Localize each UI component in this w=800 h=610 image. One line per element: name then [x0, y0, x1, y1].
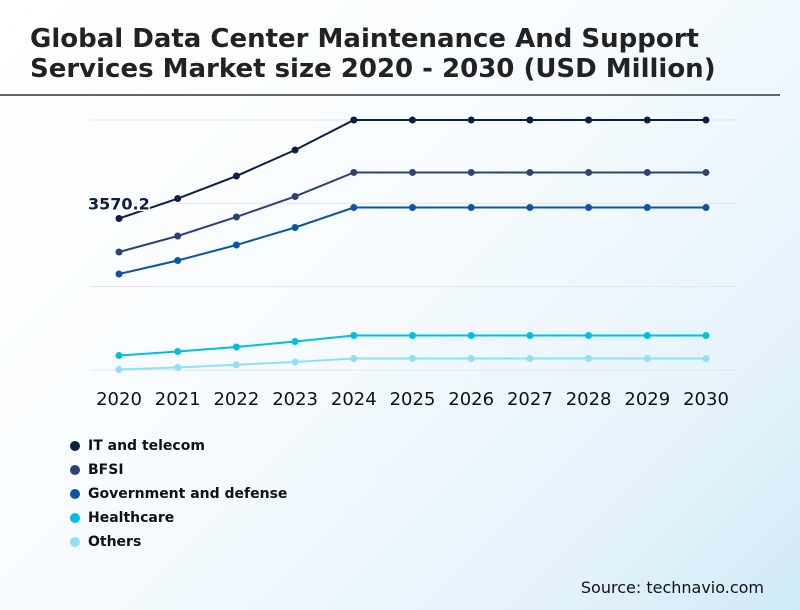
data-point	[585, 116, 593, 124]
x-tick-label: 2024	[331, 389, 377, 410]
data-point	[115, 248, 123, 256]
legend-item: BFSI	[70, 458, 287, 482]
data-point	[350, 168, 358, 176]
data-point	[526, 331, 534, 339]
data-point	[115, 365, 123, 373]
data-point	[409, 204, 416, 212]
data-point	[702, 354, 710, 362]
data-point	[467, 354, 475, 362]
data-point	[350, 331, 358, 339]
x-tick-label: 2025	[390, 389, 436, 410]
legend-item: IT and telecom	[70, 434, 287, 458]
data-point	[526, 354, 534, 362]
title-divider	[0, 94, 780, 96]
data-point	[467, 168, 475, 176]
data-point	[174, 232, 182, 240]
x-tick-label: 2027	[507, 389, 553, 410]
data-point	[702, 116, 710, 124]
data-point	[174, 195, 182, 203]
data-point	[702, 204, 710, 212]
data-point	[467, 116, 475, 124]
data-label: 3570.2	[88, 194, 150, 213]
data-point	[232, 361, 240, 369]
series-line	[118, 206, 706, 275]
chart-title: Global Data Center Maintenance And Suppo…	[30, 24, 716, 84]
legend-item: Government and defense	[70, 482, 287, 506]
data-point	[291, 223, 299, 231]
legend-marker-icon	[70, 465, 80, 475]
data-point	[409, 168, 416, 176]
data-point	[585, 168, 593, 176]
data-point	[174, 363, 182, 371]
data-point	[643, 331, 651, 339]
legend-marker-icon	[70, 441, 80, 451]
x-tick-label: 2026	[448, 389, 494, 410]
legend-label: Government and defense	[88, 486, 288, 502]
data-point	[526, 116, 534, 124]
legend: IT and telecom BFSI Government and defense…	[70, 434, 287, 554]
data-point	[350, 116, 358, 124]
data-point	[115, 351, 123, 359]
data-point	[409, 331, 416, 339]
legend-marker-icon	[70, 489, 80, 499]
data-point	[115, 214, 123, 222]
data-point	[291, 146, 299, 154]
data-point	[409, 116, 416, 124]
data-point	[467, 331, 475, 339]
legend-label: BFSI	[88, 462, 124, 478]
legend-label: Healthcare	[88, 510, 175, 526]
data-point	[232, 172, 240, 180]
data-point	[350, 204, 358, 212]
data-point	[291, 192, 299, 200]
legend-label: IT and telecom	[88, 438, 205, 454]
data-point	[585, 331, 593, 339]
data-point	[643, 354, 651, 362]
legend-marker-icon	[70, 537, 80, 547]
data-point	[702, 331, 710, 339]
data-point	[585, 204, 593, 212]
data-point	[291, 358, 299, 366]
x-tick-label: 2028	[566, 389, 612, 410]
data-point	[526, 204, 534, 212]
x-tick-label: 2030	[683, 389, 729, 410]
legend-label: Others	[88, 534, 142, 550]
data-point	[350, 354, 358, 362]
x-tick-label: 2023	[272, 389, 318, 410]
data-point	[232, 343, 240, 351]
data-point	[174, 347, 182, 355]
data-point	[526, 168, 534, 176]
x-tick-label: 2020	[96, 389, 142, 410]
data-point	[232, 213, 240, 221]
data-point	[643, 116, 651, 124]
line-chart: 2020 2021 2022 2023 2024 2025 2026 2027 2028 2029…	[87, 116, 737, 410]
data-point	[702, 168, 710, 176]
legend-item: Others	[70, 530, 287, 554]
legend-marker-icon	[70, 513, 80, 523]
data-point	[291, 337, 299, 345]
series-line	[118, 171, 706, 253]
legend-item: Healthcare	[70, 506, 287, 530]
data-point	[232, 241, 240, 249]
data-point	[585, 354, 593, 362]
x-tick-label: 2022	[213, 389, 259, 410]
data-point	[409, 354, 416, 362]
data-point	[115, 270, 123, 278]
data-point	[467, 204, 475, 212]
data-point	[643, 168, 651, 176]
source-note: Source: technavio.com	[580, 578, 764, 597]
data-point	[643, 204, 651, 212]
x-tick-label: 2029	[624, 389, 670, 410]
data-point	[174, 257, 182, 265]
x-tick-label: 2021	[155, 389, 201, 410]
